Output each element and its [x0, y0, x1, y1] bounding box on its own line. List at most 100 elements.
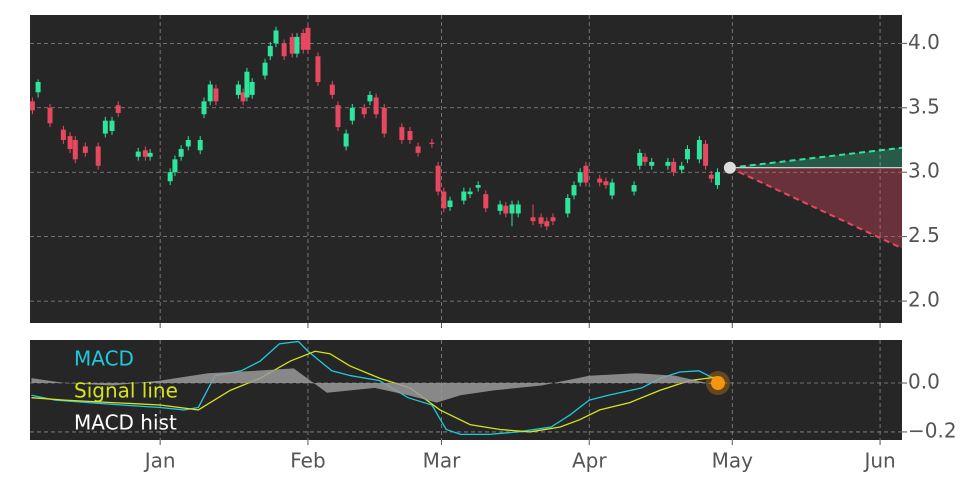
candle-body	[249, 82, 255, 95]
candle-body	[415, 146, 421, 153]
candle-body	[172, 159, 178, 173]
x-tick-label: Apr	[572, 449, 607, 473]
marker	[710, 376, 725, 391]
candle-body	[197, 140, 203, 151]
x-tick-label: Mar	[423, 449, 462, 473]
x-tick-label: Jun	[862, 449, 895, 473]
candle-body	[329, 84, 335, 95]
forecast-lower	[729, 166, 902, 250]
candle-body	[213, 88, 219, 102]
legend-entry: Signal line	[74, 379, 178, 403]
candle-body	[273, 30, 279, 44]
candle-body	[47, 107, 53, 124]
candle-body	[115, 105, 121, 113]
candle-body	[135, 151, 141, 157]
forecast-upper	[729, 146, 902, 169]
y-tick-label: −0.2	[908, 418, 957, 442]
candle-body	[381, 107, 387, 134]
candle-body	[649, 161, 655, 166]
candle-body	[207, 84, 213, 102]
forecast-up-area	[729, 147, 902, 168]
candle-body	[571, 185, 577, 196]
candle-body	[671, 161, 677, 173]
candle-body	[315, 56, 321, 83]
candle-body	[509, 204, 515, 214]
candle-body	[684, 149, 690, 160]
candle-body	[35, 82, 41, 93]
candle-body	[696, 140, 702, 160]
candle-body	[435, 165, 441, 192]
candle-body	[475, 185, 481, 188]
candle-body	[544, 221, 550, 227]
candle-body	[67, 136, 73, 150]
candle-body	[367, 94, 373, 102]
legend-entry: MACD	[74, 347, 134, 371]
candle-body	[637, 152, 643, 166]
y-tick-label: 3.0	[908, 159, 940, 183]
candle-body	[583, 165, 589, 183]
candle-body	[185, 140, 191, 147]
candle-body	[267, 45, 273, 57]
candle-body	[703, 143, 709, 166]
candle-body	[642, 156, 648, 162]
plot-area: MACD Signal line MACD hist	[30, 340, 902, 440]
candle-body	[467, 191, 473, 195]
candle-body	[714, 172, 720, 186]
candle-body	[483, 194, 489, 209]
candle-body	[399, 127, 405, 141]
candle-body	[82, 146, 88, 153]
forecast-start	[723, 161, 736, 174]
candle-body	[441, 191, 447, 209]
candle-body	[300, 33, 306, 50]
candle-body	[60, 129, 66, 141]
candle-body	[343, 133, 349, 147]
candle-body	[429, 142, 435, 144]
candle-body	[538, 217, 544, 224]
candle-body	[167, 172, 173, 182]
candle-body	[461, 191, 467, 201]
candle-body	[708, 174, 714, 179]
x-tick-label: May	[712, 449, 754, 473]
candle-body	[503, 205, 509, 214]
candle-body	[497, 204, 503, 211]
candle-body	[147, 152, 153, 157]
x-tick-label: Jan	[143, 449, 176, 473]
y-tick-label: 0.0	[908, 370, 940, 394]
candle-body	[294, 36, 300, 54]
candle-body	[577, 172, 583, 183]
candle-body	[407, 130, 413, 141]
candle-body	[109, 120, 115, 131]
candle-body	[240, 92, 246, 102]
y-tick-label: 2.5	[908, 223, 940, 247]
candle-body	[281, 43, 287, 57]
candle-body	[515, 204, 521, 214]
candle-body	[361, 107, 367, 115]
histogram-area	[31, 368, 718, 403]
candle-body	[550, 217, 556, 222]
plot-area	[30, 15, 902, 323]
candle-body	[597, 178, 603, 183]
candle-body	[102, 120, 108, 134]
candle-body	[178, 149, 184, 157]
candle-body	[289, 36, 295, 54]
series-line	[31, 340, 719, 436]
y-tick-label: 3.5	[908, 94, 940, 118]
candle-body	[305, 27, 311, 50]
candle-body	[679, 165, 685, 170]
candle-body	[142, 150, 148, 157]
candle-body	[609, 182, 615, 196]
x-tick-label: Feb	[290, 449, 325, 473]
candle-body	[530, 217, 536, 222]
candle-body	[603, 181, 609, 186]
candle-body	[244, 71, 250, 98]
candle-body	[565, 197, 571, 214]
candle-body	[95, 146, 101, 166]
candle-body	[201, 101, 207, 115]
candle-body	[30, 101, 35, 111]
candle-body	[72, 140, 78, 160]
candle-body	[665, 161, 671, 166]
candle-body	[262, 62, 268, 76]
candle-body	[447, 200, 453, 208]
candle-body	[235, 84, 241, 95]
